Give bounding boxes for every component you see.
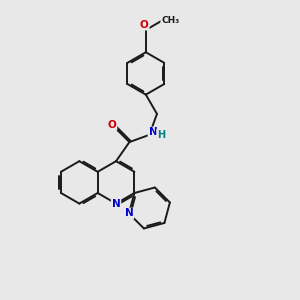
Text: O: O: [140, 20, 149, 30]
Text: H: H: [157, 130, 165, 140]
Text: N: N: [112, 199, 120, 208]
Text: N: N: [148, 128, 157, 137]
Text: N: N: [124, 208, 133, 218]
Text: O: O: [108, 120, 116, 130]
Text: CH₃: CH₃: [161, 16, 179, 25]
